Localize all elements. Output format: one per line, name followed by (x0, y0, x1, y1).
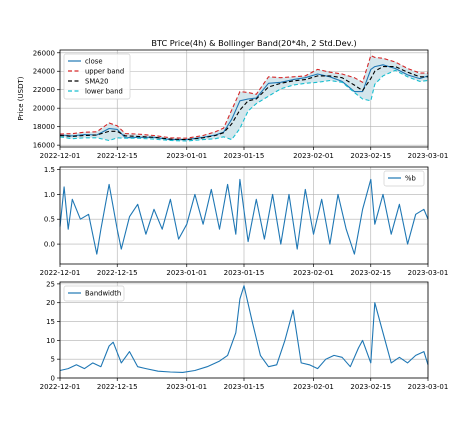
x-tick-label: 2023-01-15 (224, 152, 265, 160)
x-tick-label: 2023-01-01 (166, 152, 207, 160)
x-tick-label: 2022-12-01 (40, 152, 81, 160)
price-panel: 2022-12-01 2022-12-15 2023-01-01 2023-01-15… (17, 49, 448, 160)
y-tick-label: 25 (46, 280, 55, 288)
x-tick-label: 2023-02-15 (350, 383, 391, 391)
bandwidth-panel: 2022-12-01 2022-12-15 2023-01-01 2023-01-15… (40, 280, 449, 391)
y-tick-label: 0 (51, 375, 55, 383)
y-tick-label: 18000 (33, 123, 55, 131)
legend-label: upper band (85, 67, 124, 75)
y-tick-label: 1.5 (44, 166, 55, 174)
series-line-bandwidth (59, 285, 429, 373)
legend: %b (383, 170, 425, 187)
y-tick-label: 5 (51, 356, 55, 364)
x-tick-label: 2023-03-01 (408, 383, 449, 391)
x-tick-label: 2023-01-01 (166, 383, 207, 391)
x-tick-label: 2023-01-01 (166, 269, 207, 277)
y-tick-label: 16000 (33, 142, 55, 150)
y-tick-label: 24000 (33, 68, 55, 76)
x-tick-label: 2023-02-15 (350, 152, 391, 160)
series-line-close (59, 64, 429, 141)
series-line-lower-band (59, 69, 429, 142)
x-tick-label: 2022-12-15 (97, 152, 138, 160)
x-tick-label: 2022-12-15 (97, 269, 138, 277)
series-line-b (59, 178, 429, 255)
y-axis-label: Price (USDT) (17, 76, 25, 120)
x-tick-label: 2023-01-15 (224, 383, 265, 391)
y-tick-label: 22000 (33, 86, 55, 94)
x-tick-label: 2023-03-01 (408, 269, 449, 277)
series-line-sma20 (59, 66, 428, 141)
y-tick-label: 26000 (33, 49, 55, 57)
x-tick-label: 2023-02-01 (293, 269, 334, 277)
x-tick-label: 2023-02-15 (350, 269, 391, 277)
legend: close upper band SMA20 lower band (63, 53, 131, 100)
legend-box (63, 53, 131, 100)
y-tick-label: 1.0 (44, 191, 55, 199)
legend-label: SMA20 (85, 77, 108, 85)
y-tick-label: 15 (46, 318, 55, 326)
x-tick-label: 2022-12-01 (40, 383, 81, 391)
x-tick-label: 2022-12-15 (97, 383, 138, 391)
legend-label: Bandwidth (85, 289, 121, 297)
legend-box (63, 285, 125, 302)
x-tick-label: 2023-03-01 (408, 152, 449, 160)
y-tick-label: 10 (46, 337, 55, 345)
legend-box (383, 170, 425, 187)
legend-label: lower band (85, 87, 123, 95)
x-tick-label: 2023-02-01 (293, 152, 334, 160)
x-tick-label: 2023-01-15 (224, 269, 265, 277)
x-tick-label: 2023-02-01 (293, 383, 334, 391)
figure-title: BTC Price(4h) & Bollinger Band(20*4h, 2 … (151, 38, 356, 48)
y-tick-label: 20000 (33, 105, 55, 113)
x-tick-label: 2022-12-01 (40, 269, 81, 277)
pctb-panel: 2022-12-01 2022-12-15 2023-01-01 2023-01-15… (40, 166, 449, 277)
y-tick-label: 0.0 (44, 241, 55, 249)
y-tick-label: 20 (46, 299, 55, 307)
legend-label: %b (405, 174, 416, 182)
legend-label: close (85, 57, 103, 65)
y-tick-label: 0.5 (44, 216, 55, 224)
series-line-upper-band (59, 54, 428, 139)
legend: Bandwidth (63, 285, 125, 302)
